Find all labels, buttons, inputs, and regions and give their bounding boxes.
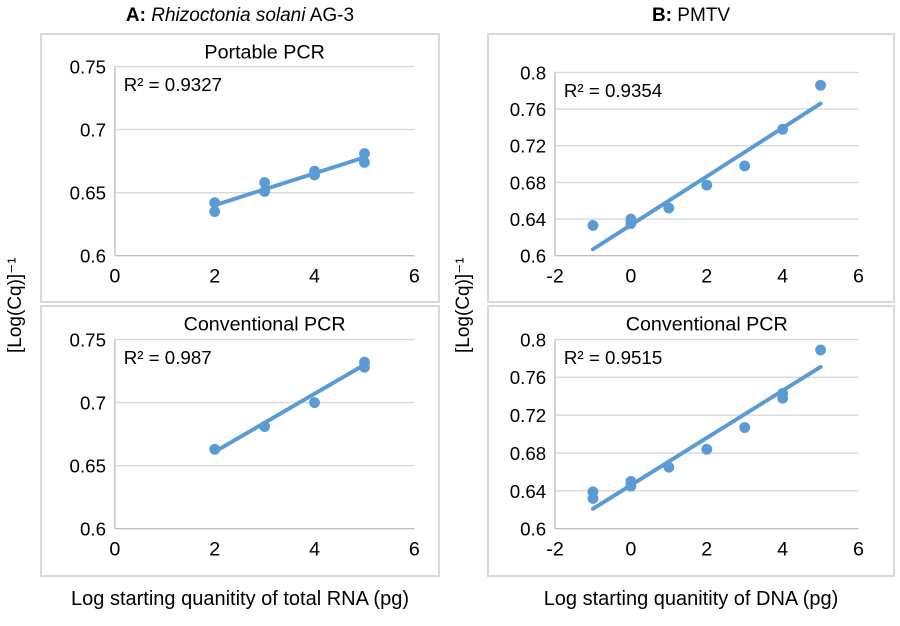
r-squared-label: R² = 0.9354 <box>564 80 662 101</box>
x-tick-label: 0 <box>625 265 636 287</box>
data-point <box>309 169 320 181</box>
chart-title: Portable PCR <box>204 42 324 64</box>
panel-b-title: B: PMTV <box>487 5 895 27</box>
data-point <box>701 179 713 191</box>
data-point <box>259 421 271 432</box>
x-tick-label: 6 <box>853 265 864 287</box>
y-tick-label: 0.64 <box>510 209 546 230</box>
y-axis-label-left: [Log(Cq)]⁻¹ <box>5 257 26 353</box>
chart-title: Conventional PCR <box>184 314 346 336</box>
data-point <box>701 443 713 455</box>
data-point <box>359 361 370 373</box>
x-tick-label: 2 <box>209 538 220 560</box>
x-axis-label-right: Log starting quanitity of DNA (pg) <box>543 588 839 610</box>
data-point <box>663 202 675 214</box>
chart-svg-panel-a-portable-pcr: 0.6 0.65 0.7 0.75 0 2 4 6 Portable PCR R² = 0.932… <box>70 42 420 288</box>
x-tick-label: 4 <box>309 265 320 287</box>
data-point <box>587 220 599 231</box>
x-tick-label: 6 <box>409 538 420 560</box>
y-tick-label: 0.7 <box>80 392 106 413</box>
y-tick-label: 0.76 <box>510 99 546 120</box>
data-point <box>209 443 221 455</box>
y-tick-label: 0.65 <box>70 456 106 477</box>
panel-b-letter: B: <box>651 5 672 26</box>
data-point <box>209 197 221 209</box>
chart-svg-panel-b-portable-pcr: 0.6 0.64 0.68 0.72 0.76 0.8 -2 0 2 4 6 R² = 0.9354 <box>510 62 864 287</box>
data-point <box>777 123 789 135</box>
x-tick-label: 4 <box>777 538 788 560</box>
chart-panel-a-conventional-pcr: 0.6 0.65 0.7 0.75 0 2 4 6 Conventional PCR R² = 0… <box>40 305 440 577</box>
x-tick-label: 4 <box>777 265 788 287</box>
x-tick-label: 6 <box>409 265 420 287</box>
data-point <box>777 392 789 404</box>
x-tick-label: -2 <box>546 265 564 287</box>
chart-svg-panel-a-conventional-pcr: 0.6 0.65 0.7 0.75 0 2 4 6 Conventional PCR R² = 0… <box>70 314 420 561</box>
panel-a-strain: AG-3 <box>309 5 355 26</box>
y-tick-label: 0.6 <box>520 519 546 540</box>
data-point <box>625 218 637 230</box>
y-tick-label: 0.72 <box>510 405 546 426</box>
y-tick-label: 0.6 <box>80 519 106 540</box>
y-tick-label: 0.76 <box>510 367 546 388</box>
r-squared-label: R² = 0.987 <box>124 347 212 368</box>
x-tick-label: 2 <box>209 265 220 287</box>
y-tick-label: 0.64 <box>510 481 546 502</box>
x-tick-label: 2 <box>701 265 712 287</box>
data-point <box>359 148 370 159</box>
chart-panel-b-portable-pcr: 0.6 0.64 0.68 0.72 0.76 0.8 -2 0 2 4 6 R² = 0.9354 <box>487 33 895 303</box>
y-tick-label: 0.65 <box>70 183 106 204</box>
y-tick-label: 0.68 <box>510 443 546 464</box>
r-squared-label: R² = 0.9515 <box>564 347 662 368</box>
x-tick-label: 0 <box>109 265 120 287</box>
data-point <box>587 493 599 504</box>
data-point <box>259 177 271 188</box>
y-tick-label: 0.75 <box>70 329 106 350</box>
panel-a-species: Rhizoctonia solani <box>151 5 306 26</box>
x-tick-label: 4 <box>309 538 320 560</box>
r-squared-label: R² = 0.9327 <box>124 74 222 95</box>
data-point <box>815 79 826 91</box>
y-tick-label: 0.68 <box>510 172 546 193</box>
data-point <box>309 397 320 408</box>
data-point <box>625 480 637 492</box>
y-tick-label: 0.6 <box>520 246 546 267</box>
x-axis-label-left: Log starting quanitity of total RNA (pg) <box>71 588 409 610</box>
y-tick-label: 0.6 <box>80 246 106 267</box>
y-axis-label-right: [Log(Cq)]⁻¹ <box>453 257 474 353</box>
chart-panel-a-portable-pcr: 0.6 0.65 0.7 0.75 0 2 4 6 Portable PCR R² = 0.932… <box>40 33 440 303</box>
trendline <box>212 362 367 454</box>
data-point <box>739 160 751 172</box>
y-tick-label: 0.8 <box>520 329 546 350</box>
x-tick-label: 6 <box>853 538 864 560</box>
data-point <box>739 422 751 433</box>
chart-svg-panel-b-conventional-pcr: 0.6 0.64 0.68 0.72 0.76 0.8 -2 0 2 4 6 Conventional… <box>510 314 864 561</box>
chart-panel-b-conventional-pcr: 0.6 0.64 0.68 0.72 0.76 0.8 -2 0 2 4 6 Conventional… <box>487 305 895 577</box>
chart-title: Conventional PCR <box>626 314 788 336</box>
y-tick-label: 0.7 <box>80 119 106 140</box>
trendline <box>212 155 367 208</box>
y-tick-label: 0.75 <box>70 56 106 77</box>
data-point <box>359 156 370 168</box>
data-point <box>209 206 221 217</box>
x-tick-label: 0 <box>625 538 636 560</box>
y-tick-label: 0.72 <box>510 136 546 157</box>
data-point <box>815 344 826 356</box>
x-tick-label: 0 <box>109 538 120 560</box>
panel-b-name: PMTV <box>677 5 731 26</box>
panel-a-letter: A: <box>125 5 146 26</box>
x-tick-label: 2 <box>701 538 712 560</box>
panel-a-title: A: Rhizoctonia solani AG-3 <box>40 5 440 27</box>
data-point <box>663 461 675 473</box>
data-point <box>259 185 271 197</box>
x-tick-label: -2 <box>546 538 564 560</box>
y-tick-label: 0.8 <box>520 62 546 83</box>
